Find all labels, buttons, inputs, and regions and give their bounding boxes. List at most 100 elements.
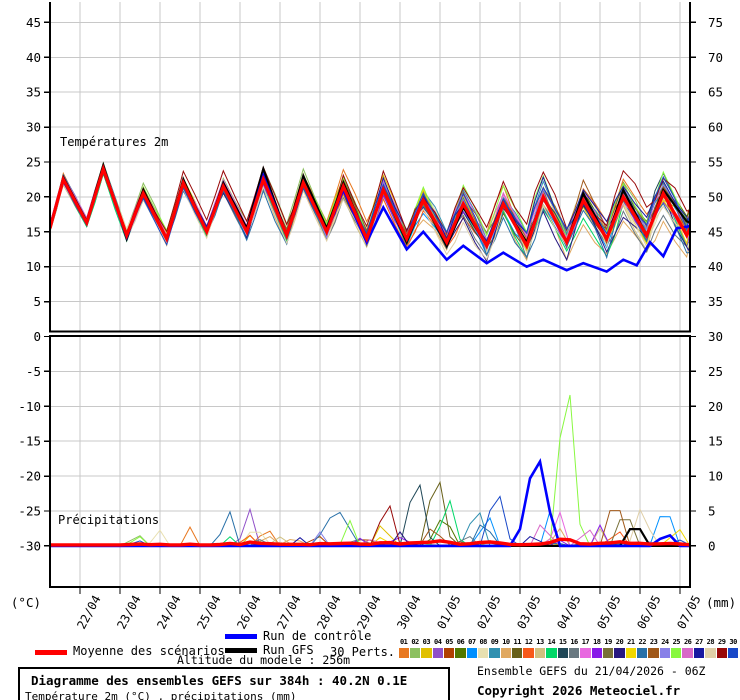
perts-count-label: 30 Perts. <box>330 645 396 659</box>
pert-number: 21 <box>627 638 635 646</box>
svg-text:55: 55 <box>708 155 723 170</box>
svg-text:25/04: 25/04 <box>194 593 223 631</box>
svg-text:30: 30 <box>708 329 723 344</box>
control-precip-line <box>50 458 690 548</box>
pert-cell: 22 <box>637 638 648 658</box>
pert-cell: 30 <box>727 638 739 658</box>
svg-text:0: 0 <box>708 538 716 553</box>
pert-swatch <box>478 648 489 658</box>
svg-text:26/04: 26/04 <box>234 593 263 631</box>
pert-cell: 09 <box>489 638 500 658</box>
pert-swatch <box>432 648 443 658</box>
precipitation-panel-label: Précipitations <box>58 513 159 527</box>
pert-cell: 04 <box>432 638 443 658</box>
svg-text:20: 20 <box>26 189 41 204</box>
pert-swatch <box>682 648 693 658</box>
svg-text:25: 25 <box>26 155 41 170</box>
pert-number: 19 <box>604 638 612 646</box>
svg-text:20: 20 <box>708 399 723 414</box>
pert-swatch <box>409 648 421 658</box>
pert-number: 23 <box>649 638 658 646</box>
mean-temp-line <box>50 163 690 250</box>
pert-number: 01 <box>399 638 408 646</box>
pert-number: 12 <box>524 638 533 646</box>
pert-number: 29 <box>718 638 726 646</box>
perturbation-color-bar: 01 02 03 04 05 06 07 08 09 10 11 12 13 14 15 16 17 18 19 20… <box>398 638 739 658</box>
svg-text:60: 60 <box>708 120 723 135</box>
svg-text:0: 0 <box>33 329 41 344</box>
pert-swatch <box>489 648 500 658</box>
pert-swatch <box>534 648 546 658</box>
pert-swatch <box>671 648 682 658</box>
svg-text:07/05: 07/05 <box>674 593 703 631</box>
pert-swatch <box>625 648 637 658</box>
pert-cell: 18 <box>591 638 602 658</box>
svg-text:30: 30 <box>26 120 41 135</box>
pert-number: 22 <box>638 638 647 646</box>
pert-cell: 25 <box>671 638 682 658</box>
precip-main-curves <box>50 458 690 548</box>
svg-text:-20: -20 <box>18 469 41 484</box>
pert-swatch <box>591 648 602 658</box>
pert-swatch <box>602 648 614 658</box>
pert-swatch <box>614 648 625 658</box>
svg-text:15: 15 <box>708 434 723 449</box>
pert-swatch <box>693 648 705 658</box>
pert-swatch <box>568 648 580 658</box>
pert-cell: 10 <box>500 638 512 658</box>
pert-swatch <box>557 648 568 658</box>
pert-swatch <box>716 648 727 658</box>
svg-text:-15: -15 <box>18 434 41 449</box>
chart-subtitle: Température 2m (°C) , précipitations (mm… <box>25 690 297 700</box>
svg-text:-10: -10 <box>18 399 41 414</box>
pert-swatch <box>727 648 739 658</box>
svg-text:05/05: 05/05 <box>594 593 623 631</box>
pert-swatch <box>421 648 432 658</box>
svg-text:(mm): (mm) <box>706 595 736 610</box>
pert-cell: 29 <box>716 638 727 658</box>
pert-number: 08 <box>479 638 487 646</box>
pert-cell: 06 <box>455 638 466 658</box>
svg-text:5: 5 <box>708 504 716 519</box>
chart-info-box: Diagramme des ensembles GEFS sur 384h : … <box>18 667 450 700</box>
chart-title: Diagramme des ensembles GEFS sur 384h : … <box>31 673 408 688</box>
svg-text:45: 45 <box>708 224 723 239</box>
pert-cell: 16 <box>568 638 580 658</box>
pert-cell: 15 <box>557 638 568 658</box>
pert-number: 25 <box>672 638 681 646</box>
pert-number: 27 <box>695 638 703 646</box>
pert-number: 06 <box>456 638 465 646</box>
date-labels: 22/04 23/04 24/04 25/04 26/04 27/04 28/04 29/04… <box>74 593 703 631</box>
svg-text:35: 35 <box>26 85 41 100</box>
pert-number: 16 <box>570 638 578 646</box>
pert-cell: 12 <box>523 638 534 658</box>
pert-swatch <box>546 648 557 658</box>
pert-number: 04 <box>434 638 442 646</box>
run-info-label: Ensemble GEFS du 21/04/2026 - 06Z <box>477 664 706 678</box>
svg-text:-5: -5 <box>26 364 41 379</box>
svg-text:04/05: 04/05 <box>554 593 583 631</box>
pert-swatch <box>398 648 409 658</box>
temperature-panel-label: Températures 2m <box>60 135 168 149</box>
pert-number: 26 <box>683 638 692 646</box>
pert-number: 28 <box>706 638 715 646</box>
temperature-main-curves <box>50 161 690 274</box>
pert-number: 02 <box>411 638 419 646</box>
pert-number: 13 <box>536 638 544 646</box>
svg-text:75: 75 <box>708 15 723 30</box>
pert-number: 11 <box>513 638 522 646</box>
pert-swatch <box>705 648 716 658</box>
pert-swatch <box>648 648 659 658</box>
pert-cell: 05 <box>443 638 455 658</box>
pert-number: 15 <box>558 638 567 646</box>
ensemble-chart: 454035302520151050-5-10-15-20-25-3075706… <box>11 2 736 631</box>
svg-text:10: 10 <box>26 259 41 274</box>
svg-text:01/05: 01/05 <box>434 593 463 631</box>
gfs-legend-label: Run GFS <box>263 643 314 657</box>
pert-number: 03 <box>422 638 431 646</box>
pert-swatch <box>659 648 671 658</box>
svg-text:35: 35 <box>708 294 723 309</box>
pert-cell: 24 <box>659 638 671 658</box>
svg-text:29/04: 29/04 <box>354 593 383 631</box>
control-legend-swatch <box>225 634 257 639</box>
